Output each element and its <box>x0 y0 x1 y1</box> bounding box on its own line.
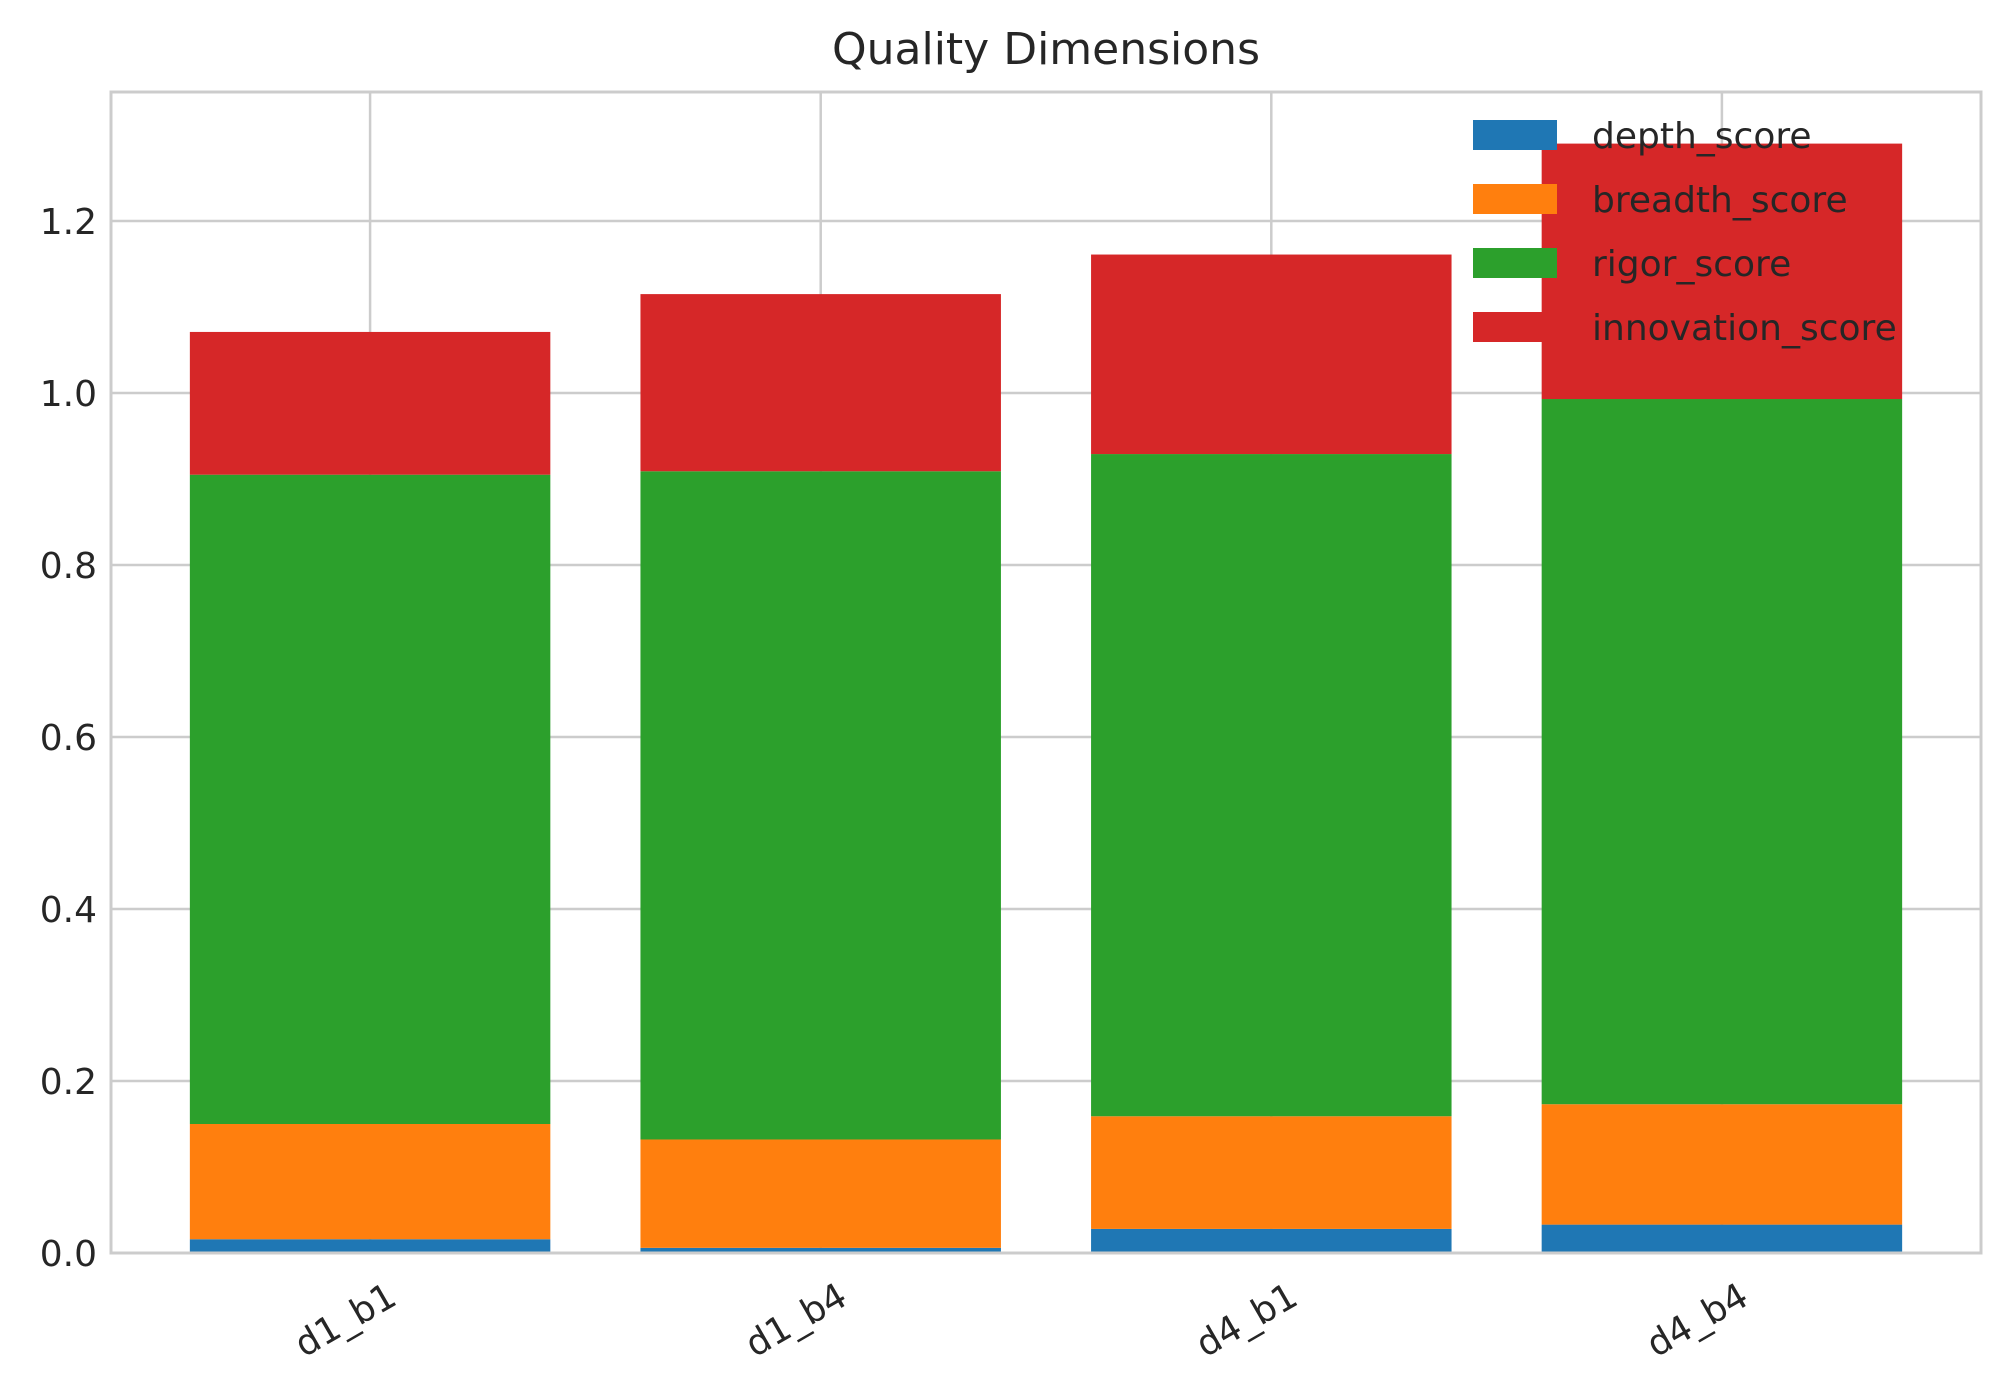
bar-innovation-score-d1-b1 <box>189 331 551 475</box>
bar-innovation-score-d1-b4 <box>640 294 1001 472</box>
y-tick-label: 0.2 <box>40 1062 97 1103</box>
bar-breadth-score-d1-b1 <box>189 1124 551 1240</box>
bar-depth-score-d1-b4 <box>640 1247 1001 1253</box>
bar-depth-score-d4-b4 <box>1541 1224 1903 1253</box>
y-tick-label: 0.6 <box>40 718 97 759</box>
y-tick-label: 0.4 <box>40 890 97 931</box>
y-axis-ticks: 0.0 0.2 0.4 0.6 0.8 1.0 1.2 <box>40 202 97 1275</box>
bar-innovation-score-d4-b1 <box>1091 254 1452 455</box>
legend-label: breadth_score <box>1592 180 1848 221</box>
bar-innovation-score-d4-b4 <box>1541 143 1903 400</box>
bars <box>189 143 1903 1253</box>
bar-depth-score-d1-b1 <box>189 1239 551 1253</box>
legend-label: innovation_score <box>1592 308 1897 349</box>
legend-label: depth_score <box>1592 116 1812 157</box>
chart-title: Quality Dimensions <box>832 24 1260 75</box>
bar-rigor-score-d1-b4 <box>640 471 1001 1140</box>
bar-rigor-score-d4-b1 <box>1091 454 1452 1117</box>
plot-frame <box>109 90 1983 1255</box>
bar-breadth-score-d1-b4 <box>640 1139 1001 1248</box>
bar-breadth-score-d4-b4 <box>1541 1104 1903 1225</box>
bar-rigor-score-d4-b4 <box>1541 399 1903 1105</box>
bar-rigor-score-d1-b1 <box>189 474 551 1124</box>
bar-depth-score-d4-b1 <box>1091 1228 1452 1253</box>
legend-swatch <box>1473 120 1557 150</box>
y-tick-label: 1.0 <box>40 374 97 415</box>
y-tick-label: 0.8 <box>40 546 97 587</box>
legend-swatch <box>1473 248 1557 278</box>
legend-swatch <box>1473 184 1557 214</box>
legend-swatch <box>1473 312 1557 342</box>
y-tick-label: 0.0 <box>40 1234 97 1275</box>
y-tick-label: 1.2 <box>40 202 97 243</box>
legend: depth_score breadth_score rigor_scoreinnov… <box>1473 116 1897 349</box>
legend-label: rigor_score <box>1592 244 1791 285</box>
bar-breadth-score-d4-b1 <box>1091 1116 1452 1229</box>
